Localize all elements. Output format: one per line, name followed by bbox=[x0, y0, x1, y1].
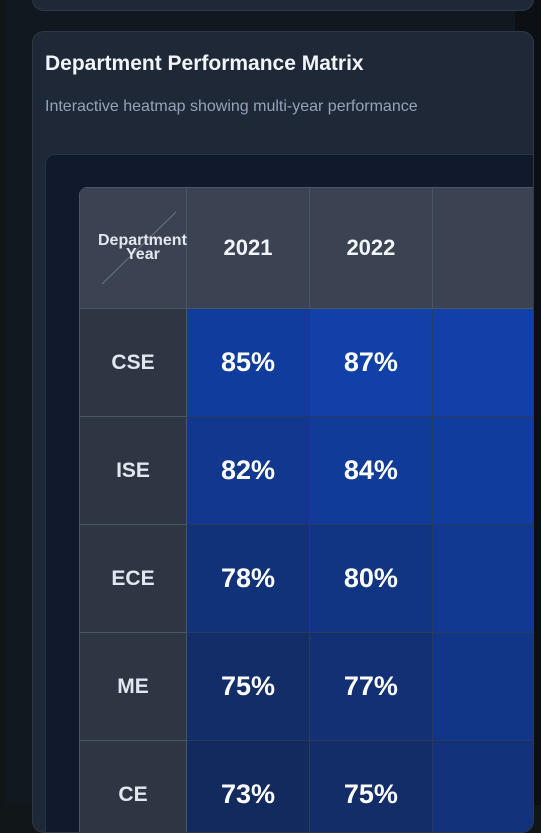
heatmap-cell[interactable] bbox=[432, 633, 534, 741]
department-label: ME bbox=[80, 633, 187, 741]
year-header: 2021 bbox=[187, 188, 310, 309]
heatmap-cell[interactable]: 82% bbox=[187, 417, 310, 525]
heatmap-cell[interactable]: 77% bbox=[309, 633, 432, 741]
corner-year-label: Year bbox=[126, 246, 160, 264]
department-label: CE bbox=[80, 741, 187, 833]
card-title: Department Performance Matrix bbox=[45, 52, 364, 76]
department-label: CSE bbox=[80, 309, 187, 417]
heatmap-cell[interactable]: 87% bbox=[309, 309, 432, 417]
heatmap-corner: Department Year bbox=[80, 188, 187, 309]
department-label: ECE bbox=[80, 525, 187, 633]
heatmap-cell[interactable]: 80% bbox=[309, 525, 432, 633]
heatmap-cell[interactable] bbox=[432, 525, 534, 633]
year-header bbox=[432, 188, 534, 309]
heatmap-cell[interactable]: 75% bbox=[309, 741, 432, 833]
card-subtitle: Interactive heatmap showing multi-year p… bbox=[45, 98, 418, 116]
heatmap-cell[interactable]: 78% bbox=[187, 525, 310, 633]
previous-card bbox=[32, 0, 534, 11]
heatmap-cell[interactable] bbox=[432, 417, 534, 525]
heatmap-cell[interactable]: 85% bbox=[187, 309, 310, 417]
heatmap-cell[interactable]: 75% bbox=[187, 633, 310, 741]
year-header: 2022 bbox=[309, 188, 432, 309]
heatmap-cell[interactable]: 84% bbox=[309, 417, 432, 525]
heatmap-cell[interactable] bbox=[432, 741, 534, 833]
performance-matrix-card: Department Performance Matrix Interactiv… bbox=[32, 31, 534, 833]
heatmap-cell[interactable]: 73% bbox=[187, 741, 310, 833]
department-label: ISE bbox=[80, 417, 187, 525]
heatmap-cell[interactable] bbox=[432, 309, 534, 417]
